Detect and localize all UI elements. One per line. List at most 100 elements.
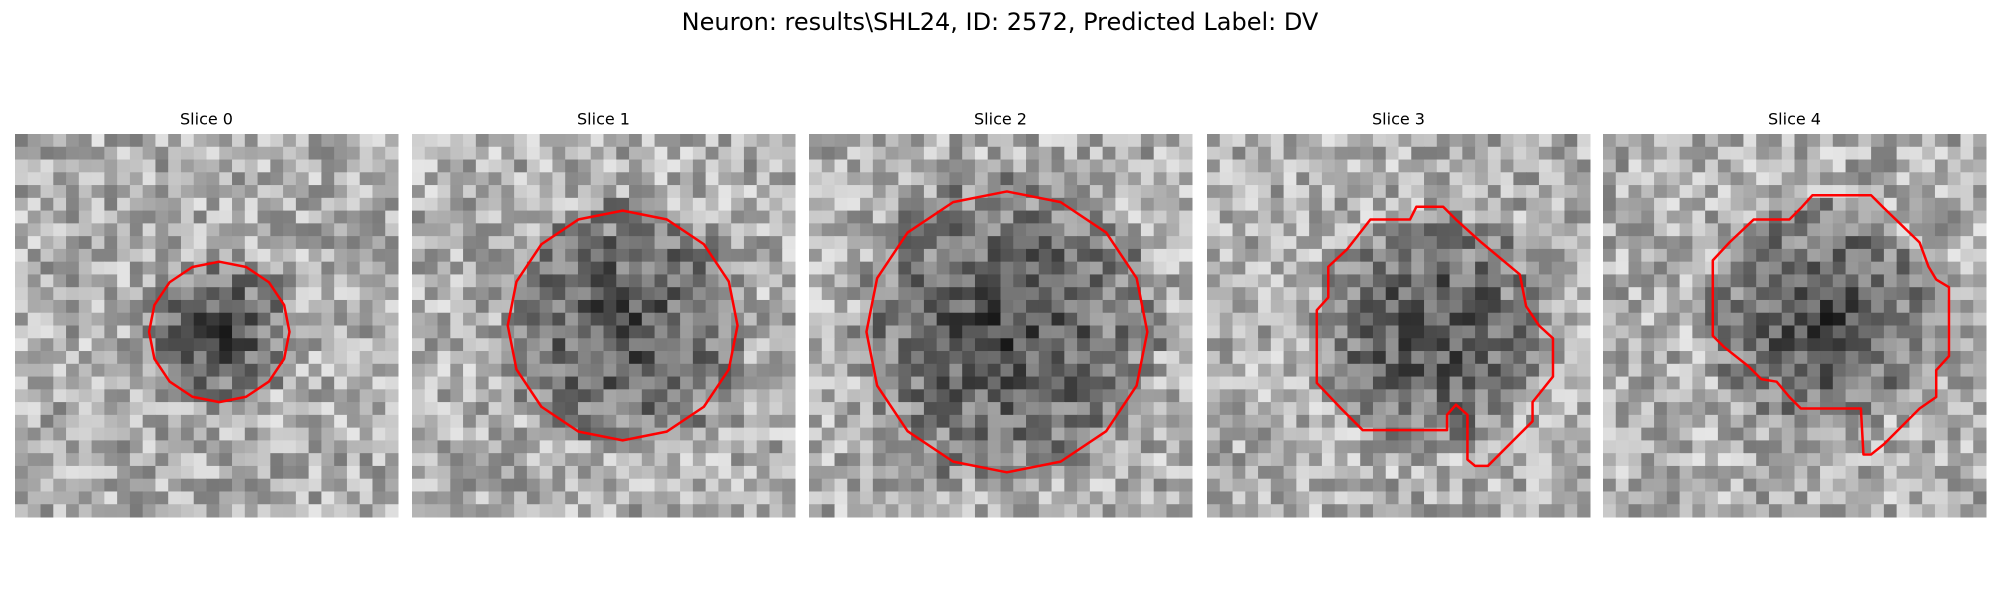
pixel [552,274,566,288]
pixel [104,172,118,186]
pixel [692,248,707,263]
pixel [1179,197,1193,212]
pixel [1947,261,1961,275]
pixel [936,376,950,390]
pixel [923,465,938,480]
pixel [1270,376,1285,390]
pixel [1385,287,1399,301]
pixel [1705,465,1719,480]
pixel [488,351,502,365]
pixel [1794,172,1808,186]
pixel [1321,491,1336,505]
pixel [1232,478,1246,492]
pixel [692,453,707,467]
pixel [1296,414,1310,429]
pixel [1270,261,1285,275]
pixel [1372,478,1387,492]
pixel [1807,299,1821,314]
pixel [1615,389,1630,403]
pixel [501,261,515,275]
pixel [1038,440,1053,454]
pixel [860,261,874,275]
pixel [936,427,950,441]
pixel [577,248,592,263]
pixel [974,236,989,250]
pixel [1219,299,1234,314]
pixel [1960,389,1974,403]
pixel [193,414,207,429]
pixel [232,478,246,492]
pixel [1000,338,1014,352]
pixel [1641,185,1655,199]
pixel [1372,325,1387,339]
pixel [1385,363,1399,378]
pixel [692,185,707,199]
pixel [180,414,195,429]
pixel [1756,478,1770,492]
pixel [232,134,246,148]
pixel [1768,287,1783,301]
pixel [1360,376,1374,390]
pixel [885,261,899,275]
pixel [15,223,29,237]
pixel [1756,312,1770,326]
pixel [1743,363,1757,378]
pixel [1051,172,1065,186]
pixel [821,134,836,148]
pixel [1500,146,1514,161]
pixel [1166,351,1180,365]
pixel [1615,261,1630,275]
pixel [1934,248,1949,263]
pixel [232,427,246,441]
pixel [731,504,745,518]
pixel [565,172,579,186]
pixel [898,146,912,161]
pixel [321,248,335,263]
pixel [552,351,566,365]
pixel [412,453,426,467]
pixel [629,402,643,416]
pixel [1832,376,1847,390]
pixel [1832,351,1847,365]
pixel [809,287,823,301]
pixel [66,312,80,326]
pixel [155,402,169,416]
pixel [295,185,310,199]
pixel [463,351,477,365]
pixel [129,414,144,429]
pixel [1064,325,1078,339]
pixel [1411,376,1425,390]
pixel [692,312,707,326]
pixel [872,453,887,467]
pixel [539,248,553,263]
pixel [91,465,105,480]
pixel [219,134,233,148]
pixel [1424,376,1438,390]
pixel [1089,159,1104,173]
pixel [821,389,836,403]
pixel [1232,363,1246,378]
pixel [809,312,823,326]
pixel [1013,146,1027,161]
pixel [1692,376,1706,390]
pixel [1258,248,1272,263]
pixel [718,338,732,352]
pixel [1334,146,1348,161]
pixel [936,210,950,224]
pixel [872,363,887,378]
pixel [1115,134,1129,148]
pixel [1807,248,1821,263]
pixel [1577,491,1591,505]
pixel [168,197,182,212]
pixel [1436,453,1451,467]
pixel [1089,236,1104,250]
pixel [1347,274,1361,288]
pixel [257,414,271,429]
pixel [1372,465,1387,480]
pixel [501,159,515,173]
pixel [1347,376,1361,390]
pixel [911,185,925,199]
pixel [129,287,144,301]
pixel [1064,159,1078,173]
pixel [437,223,451,237]
